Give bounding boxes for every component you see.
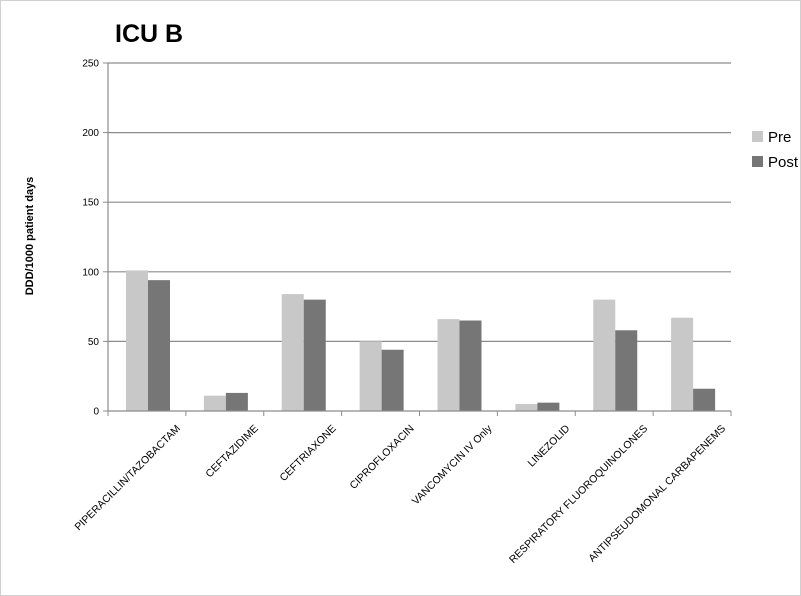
category-label: LINEZOLID	[526, 422, 573, 469]
bar-pre	[437, 319, 460, 411]
y-tick-label: 0	[93, 407, 99, 418]
category-label: CEFTAZIDIME	[203, 423, 260, 480]
category-label: ANTIPSEUDOMONAL CARBAPENEMS	[586, 423, 728, 565]
category-labels: PIPERACILLIN/TAZOBACTAM CEFTAZIDIME CEFTRI…	[72, 422, 728, 566]
legend: Pre Post	[752, 129, 799, 171]
legend-label-pre: Pre	[768, 129, 791, 146]
bar-pre	[671, 317, 694, 411]
y-tick-label: 50	[88, 337, 100, 348]
chart-title: ICU B	[115, 20, 183, 48]
category-label: CEFTRIAXONE	[277, 423, 338, 484]
bar-post	[303, 299, 326, 411]
y-tick-labels: 0 50 100 150 200 250	[82, 59, 99, 418]
y-tick-label: 200	[82, 128, 99, 139]
bar-post	[459, 320, 482, 411]
bar-pre	[515, 404, 538, 411]
bars	[126, 270, 716, 411]
legend-label-post: Post	[768, 154, 799, 171]
bar-post	[225, 392, 248, 411]
y-tick-label: 100	[82, 267, 99, 278]
bar-post	[615, 330, 638, 411]
bar-post	[693, 388, 716, 411]
bar-post	[537, 402, 560, 411]
y-tick-label: 150	[82, 198, 99, 209]
axes	[107, 63, 732, 416]
bar-pre	[593, 299, 616, 411]
legend-swatch-pre	[752, 131, 763, 142]
bar-pre	[359, 341, 382, 411]
bar-pre	[126, 270, 148, 411]
category-label: PIPERACILLIN/TAZOBACTAM	[72, 423, 183, 534]
category-label: CIPROFLOXACIN	[347, 423, 416, 492]
y-axis-label: DDD/1000 patient days	[24, 177, 36, 296]
category-label: VANCOMYCIN IV Only	[410, 422, 495, 507]
y-tick-label: 250	[82, 59, 99, 70]
bar-post	[148, 280, 170, 411]
bar-pre	[281, 294, 304, 411]
category-label: RESPIRATORY FLUOROQUINOLONES	[507, 423, 650, 566]
bar-post	[381, 349, 404, 411]
bar-pre	[203, 395, 226, 411]
legend-swatch-post	[752, 156, 763, 167]
